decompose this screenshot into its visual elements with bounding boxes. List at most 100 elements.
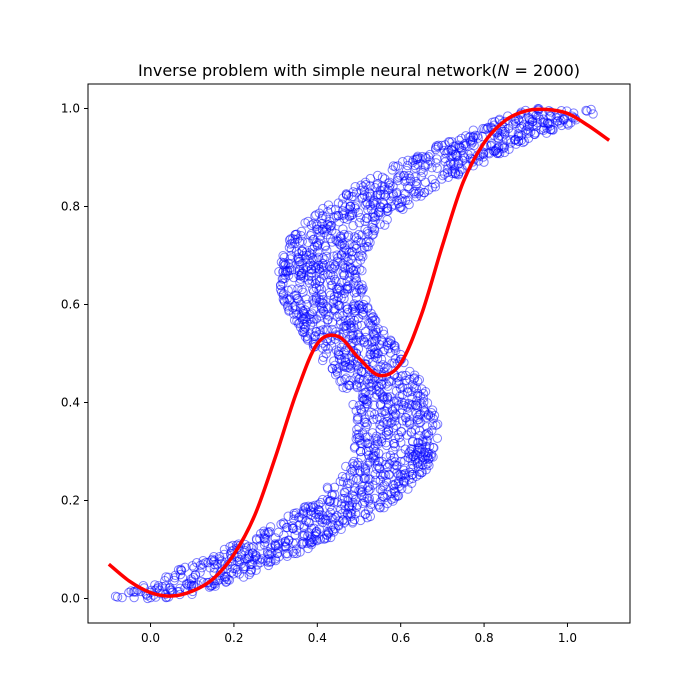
- scatter-point: [368, 209, 378, 219]
- scatter-point: [363, 438, 373, 449]
- x-tick-label: 0.6: [391, 631, 410, 645]
- scatter-point: [362, 241, 372, 252]
- scatter-point: [308, 295, 318, 305]
- scatter-point: [343, 496, 353, 506]
- scatter-point: [542, 123, 552, 133]
- scatter-point: [407, 445, 417, 455]
- scatter-point: [325, 269, 336, 280]
- scatter-point: [363, 302, 373, 313]
- scatter-point: [304, 260, 315, 270]
- scatter-point: [342, 252, 352, 262]
- scatter-point: [291, 548, 302, 559]
- scatter-point: [440, 157, 450, 167]
- scatter-point: [341, 461, 351, 472]
- scatter-point: [430, 143, 441, 153]
- scatter-point: [176, 565, 186, 575]
- scatter-point: [378, 491, 388, 502]
- scatter-point: [365, 173, 376, 184]
- scatter-point: [406, 399, 416, 410]
- scatter-point: [325, 501, 335, 512]
- scatter-point: [358, 251, 368, 262]
- scatter-point: [368, 322, 378, 332]
- scatter-point: [252, 560, 262, 570]
- scatter-point: [212, 559, 223, 569]
- scatter-point: [332, 256, 342, 267]
- scatter-point: [431, 158, 441, 168]
- scatter-point: [170, 570, 181, 580]
- scatter-point: [372, 460, 383, 471]
- scatter-point: [399, 170, 410, 181]
- scatter-point: [405, 446, 415, 457]
- scatter-point: [129, 592, 139, 603]
- scatter-point: [389, 483, 399, 494]
- fit-curve-line: [107, 107, 611, 598]
- scatter-point: [394, 476, 404, 486]
- x-tick-label: 0.0: [141, 631, 160, 645]
- scatter-point: [418, 393, 428, 403]
- scatter-point: [465, 135, 476, 146]
- scatter-point: [342, 304, 352, 314]
- scatter-point: [255, 534, 265, 544]
- scatter-point: [169, 575, 179, 586]
- scatter-point: [506, 138, 516, 148]
- scatter-point: [309, 314, 319, 324]
- scatter-point: [319, 227, 329, 238]
- scatter-point: [493, 143, 503, 153]
- scatter-point: [354, 218, 365, 228]
- scatter-point: [353, 329, 364, 340]
- scatter-point: [374, 381, 384, 392]
- scatter-point: [403, 484, 413, 494]
- scatter-point: [351, 405, 361, 416]
- scatter-point: [407, 469, 417, 480]
- scatter-point: [358, 389, 368, 399]
- scatter-point: [546, 111, 556, 122]
- scatter-point: [323, 200, 334, 210]
- scatter-point: [379, 329, 389, 340]
- scatter-point: [306, 264, 317, 275]
- scatter-point: [362, 213, 372, 223]
- scatter-point: [366, 204, 377, 215]
- scatter-point: [365, 191, 375, 202]
- scatter-point: [369, 342, 379, 352]
- scatter-point: [420, 162, 430, 172]
- scatter-point: [386, 196, 396, 206]
- scatter-point: [314, 294, 324, 305]
- scatter-point: [328, 514, 338, 524]
- scatter-point: [305, 231, 316, 241]
- scatter-point: [347, 518, 358, 528]
- scatter-point: [314, 276, 325, 287]
- scatter-point: [322, 494, 333, 505]
- scatter-point: [412, 400, 422, 411]
- scatter-point: [165, 583, 175, 593]
- scatter-point: [340, 352, 350, 363]
- scatter-point: [348, 497, 358, 508]
- scatter-point: [357, 265, 367, 276]
- scatter-point: [343, 353, 354, 364]
- scatter-point: [348, 337, 358, 348]
- scatter-point: [293, 255, 304, 265]
- scatter-point: [459, 153, 470, 163]
- scatter-point: [357, 407, 367, 417]
- chart-title: Inverse problem with simple neural netwo…: [138, 61, 580, 80]
- scatter-point: [289, 548, 299, 559]
- scatter-point: [366, 344, 376, 355]
- scatter-point: [358, 335, 368, 345]
- scatter-point: [412, 415, 423, 425]
- scatter-point: [323, 511, 333, 521]
- scatter-point: [410, 425, 421, 435]
- scatter-point: [292, 294, 303, 304]
- curve-series: [107, 107, 611, 598]
- scatter-point: [359, 190, 370, 200]
- scatter-point: [375, 503, 385, 513]
- scatter-point: [279, 530, 289, 540]
- scatter-point: [500, 122, 510, 133]
- scatter-point: [368, 212, 378, 222]
- scatter-point: [388, 423, 398, 433]
- scatter-point: [322, 245, 332, 255]
- scatter-point: [341, 190, 352, 200]
- scatter-point: [360, 224, 370, 234]
- scatter-point: [391, 420, 402, 431]
- scatter-point: [189, 562, 199, 573]
- scatter-point: [286, 244, 297, 254]
- scatter-point: [382, 416, 392, 427]
